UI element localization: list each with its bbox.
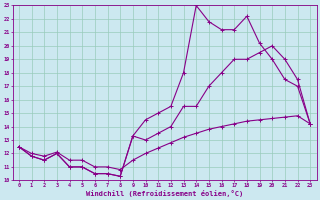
X-axis label: Windchill (Refroidissement éolien,°C): Windchill (Refroidissement éolien,°C) bbox=[86, 190, 243, 197]
